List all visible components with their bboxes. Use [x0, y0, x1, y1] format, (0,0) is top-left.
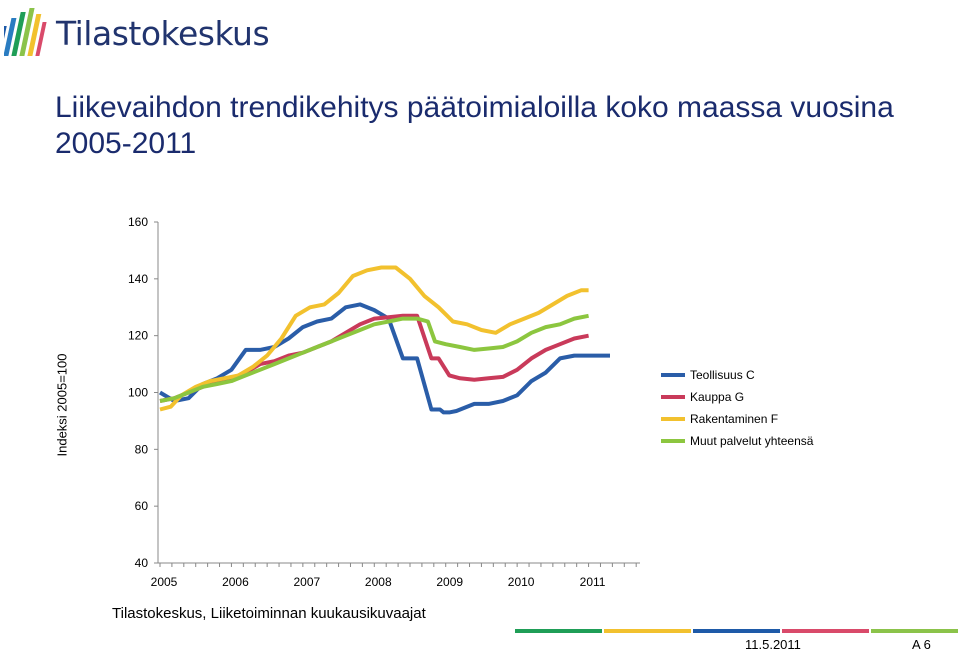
- footer-color-bar: [693, 629, 780, 633]
- x-tick-label: 2009: [436, 575, 463, 589]
- legend-swatch: [661, 395, 685, 399]
- series-line-rakentaminen-f: [159, 265, 589, 412]
- x-tick-label: 2011: [580, 575, 606, 589]
- legend-label: Rakentaminen F: [690, 412, 779, 426]
- legend-label: Teollisuus C: [690, 368, 755, 382]
- legend-swatch: [661, 373, 685, 377]
- logo-mark-icon: [4, 8, 47, 56]
- y-tick-label: 120: [128, 329, 148, 343]
- line-chart: 40 60 80 100 120 140 160 2005 2006 2007 2008 2009 20…: [128, 215, 640, 589]
- footer-page-number: A 6: [912, 637, 931, 652]
- footer-date: 11.5.2011: [745, 637, 801, 652]
- legend-item: Kauppa G: [661, 386, 813, 408]
- legend-label: Muut palvelut yhteensä: [690, 434, 814, 448]
- y-tick-label: 140: [128, 272, 148, 286]
- footer-color-bar: [604, 629, 691, 633]
- x-tick-label: 2008: [365, 575, 392, 589]
- logo-text: Tilastokeskus: [56, 14, 270, 53]
- legend-swatch: [661, 439, 685, 443]
- y-tick-label: 80: [135, 442, 149, 456]
- chart-title: Liikevaihdon trendikehitys päätoimialoil…: [55, 91, 894, 160]
- logo: Tilastokeskus: [4, 4, 270, 60]
- x-tick-label: 2007: [294, 575, 321, 589]
- y-tick-label: 40: [135, 556, 149, 570]
- series-line-teollisuus-c: [158, 302, 610, 415]
- source-note: Tilastokeskus, Liiketoiminnan kuukausiku…: [112, 605, 426, 622]
- y-tick-label: 100: [128, 386, 148, 400]
- legend-swatch: [661, 417, 685, 421]
- footer-color-bar: [782, 629, 869, 633]
- legend-item: Muut palvelut yhteensä: [661, 430, 813, 452]
- footer-color-bar: [871, 629, 958, 633]
- y-tick-label: 160: [128, 215, 148, 229]
- x-tick-label: 2005: [151, 575, 178, 589]
- legend-item: Rakentaminen F: [661, 408, 813, 430]
- legend-item: Teollisuus C: [661, 364, 813, 386]
- footer-color-bar: [515, 629, 602, 633]
- chart-legend: Teollisuus C Kauppa G Rakentaminen F Muut p…: [661, 364, 813, 452]
- x-tick-label: 2006: [222, 575, 249, 589]
- x-tick-label: 2010: [508, 575, 535, 589]
- series-line-muut-palvelut-yhteens-: [159, 313, 589, 403]
- y-axis-label: Indeksi 2005=100: [54, 353, 70, 457]
- legend-label: Kauppa G: [690, 390, 745, 404]
- y-tick-label: 60: [135, 499, 149, 513]
